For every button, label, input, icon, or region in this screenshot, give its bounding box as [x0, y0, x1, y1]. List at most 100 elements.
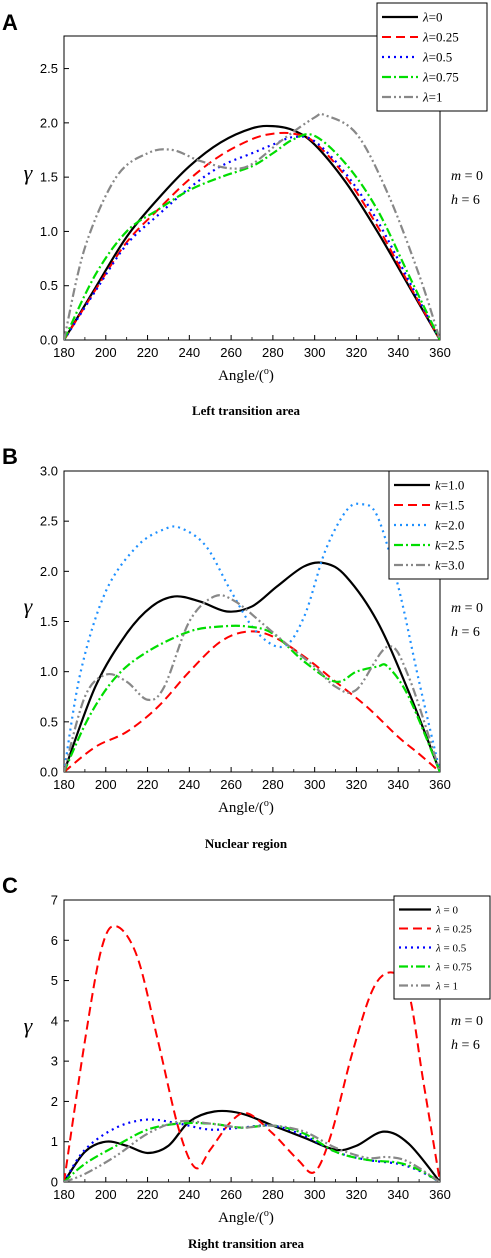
- legend-entry: k=3.0: [435, 558, 464, 573]
- chart-panel-c: C 180 200 220 240 260 280 300 320 340 360 0 1 2 3 4 5 6 7 A…: [2, 873, 491, 1251]
- series-line: [64, 1121, 440, 1182]
- y-tick-label: 2.5: [40, 514, 58, 529]
- legend-entry: λ=0: [422, 10, 442, 25]
- x-tick-label: 300: [304, 1187, 326, 1202]
- y-tick-label: 1.0: [40, 664, 58, 679]
- annotation: h = 6: [451, 625, 480, 640]
- x-tick-label: 320: [346, 345, 368, 360]
- series-line: [64, 630, 440, 772]
- series-line: [64, 1119, 440, 1182]
- legend: λ=0 λ=0.25 λ=0.5 λ=0.75 λ=1: [376, 2, 488, 112]
- y-tick-label: 1.0: [40, 224, 58, 239]
- x-axis-label: Angle/(o): [218, 1208, 274, 1226]
- series-line: [64, 924, 440, 1182]
- y-tick-label: 2.0: [40, 115, 58, 130]
- y-tick-label: 6: [51, 933, 58, 948]
- legend: k=1.0 k=1.5 k=2.0 k=2.5 k=3.0: [388, 470, 489, 580]
- chart-panel-b: B 180 200 220 240 260 280 300 320 340 360 0.0 0.5 1.0…: [2, 444, 489, 851]
- x-axis-label: Angle/(o): [218, 798, 274, 816]
- x-tick-label: 360: [429, 1187, 451, 1202]
- legend-entry: λ=1: [422, 90, 442, 105]
- x-tick-label: 320: [346, 1187, 368, 1202]
- series-line: [64, 135, 440, 340]
- plot-frame: [63, 470, 441, 773]
- x-tick-label: 260: [220, 345, 242, 360]
- series-line: [64, 124, 440, 340]
- x-tick-label: 280: [262, 777, 284, 792]
- annotation: m = 0: [451, 1014, 483, 1029]
- annotation: h = 6: [451, 1038, 480, 1053]
- x-tick-label: 280: [262, 345, 284, 360]
- annotation: m = 0: [451, 169, 483, 184]
- x-tick-label: 260: [220, 1187, 242, 1202]
- x-tick-label: 320: [346, 777, 368, 792]
- y-tick-label: 0.5: [40, 714, 58, 729]
- x-tick-label: 300: [304, 777, 326, 792]
- legend-entry: λ=0.5: [422, 50, 452, 65]
- series-line: [64, 112, 440, 340]
- y-tick-label: 5: [51, 973, 58, 988]
- series-line: [64, 502, 440, 772]
- legend-entry: λ = 0.25: [435, 923, 472, 935]
- legend-entry: λ = 0.75: [435, 961, 472, 973]
- legend-entry: λ=0.25: [422, 30, 459, 45]
- panel-caption: Right transition area: [188, 1236, 305, 1251]
- y-tick-label: 0: [51, 1175, 58, 1190]
- x-tick-label: 220: [137, 345, 159, 360]
- annotation: h = 6: [451, 193, 480, 208]
- y-tick-label: 1.5: [40, 170, 58, 185]
- x-tick-label: 240: [178, 1187, 200, 1202]
- series-line: [64, 1109, 440, 1182]
- x-tick-label: 360: [429, 345, 451, 360]
- x-tick-label: 240: [178, 777, 200, 792]
- panel-label: C: [2, 873, 18, 898]
- series-line: [64, 131, 440, 340]
- chart-panel-a: A 180 200 220 240 260 280 300 320 340 360 0.0 0.5 1.0…: [2, 2, 488, 418]
- y-tick-label: 3: [51, 1054, 58, 1069]
- legend-entry: k=1.5: [435, 498, 464, 513]
- legend-entry: k=1.0: [435, 478, 464, 493]
- x-tick-label: 340: [387, 345, 409, 360]
- legend-entry: λ=0.75: [422, 70, 459, 85]
- y-tick-label: 0.0: [40, 765, 58, 780]
- y-axis-label: γ: [24, 1013, 34, 1038]
- series-line: [64, 561, 440, 772]
- y-tick-label: 2.5: [40, 61, 58, 76]
- legend: λ = 0 λ = 0.25 λ = 0.5 λ = 0.75 λ = 1: [393, 895, 491, 1000]
- x-tick-label: 180: [53, 777, 75, 792]
- x-tick-label: 200: [95, 777, 117, 792]
- y-tick-label: 0.0: [40, 333, 58, 348]
- legend-entry: λ = 0.5: [435, 942, 467, 954]
- panel-label: A: [2, 10, 18, 35]
- series-line: [64, 594, 440, 772]
- y-tick-label: 2.0: [40, 564, 58, 579]
- x-tick-label: 240: [178, 345, 200, 360]
- y-tick-label: 1.5: [40, 614, 58, 629]
- x-tick-label: 280: [262, 1187, 284, 1202]
- y-tick-label: 2: [51, 1094, 58, 1109]
- legend-entry: k=2.5: [435, 538, 464, 553]
- y-axis-label: γ: [24, 160, 34, 185]
- series-line: [64, 624, 440, 772]
- x-tick-label: 220: [137, 777, 159, 792]
- y-tick-label: 1: [51, 1134, 58, 1149]
- panel-caption: Left transition area: [192, 403, 301, 418]
- y-tick-label: 4: [51, 1013, 58, 1028]
- y-tick-label: 3.0: [40, 464, 58, 479]
- legend-box: [388, 470, 489, 580]
- legend-entry: k=2.0: [435, 518, 464, 533]
- y-tick-label: 7: [51, 893, 58, 908]
- plot-frame: [63, 899, 441, 1183]
- panel-caption: Nuclear region: [205, 836, 288, 851]
- x-axis-label: Angle/(o): [218, 366, 274, 384]
- y-axis-label: γ: [24, 594, 34, 619]
- x-tick-label: 340: [387, 777, 409, 792]
- x-tick-label: 360: [429, 777, 451, 792]
- y-tick-label: 0.5: [40, 278, 58, 293]
- legend-entry: λ = 0: [435, 904, 458, 916]
- x-tick-label: 180: [53, 345, 75, 360]
- x-tick-label: 340: [387, 1187, 409, 1202]
- series-line: [64, 1118, 440, 1182]
- x-tick-label: 220: [137, 1187, 159, 1202]
